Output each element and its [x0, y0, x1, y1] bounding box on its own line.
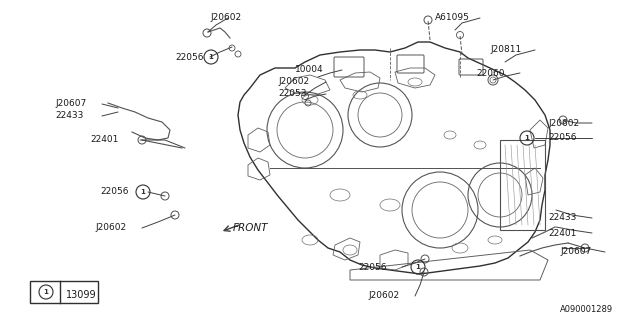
Text: J20602: J20602	[368, 292, 399, 300]
Text: 22053: 22053	[278, 90, 307, 99]
Text: 1: 1	[525, 135, 529, 141]
Text: 1: 1	[415, 264, 420, 270]
Bar	[30, 281, 98, 303]
Text: J20602: J20602	[278, 77, 309, 86]
Text: 22433: 22433	[55, 111, 83, 121]
Text: 22056: 22056	[100, 188, 129, 196]
Text: 22056: 22056	[175, 52, 204, 61]
Text: 1: 1	[209, 54, 213, 60]
Text: J20811: J20811	[490, 45, 521, 54]
Text: J20607: J20607	[560, 247, 591, 257]
Text: 10004: 10004	[295, 66, 324, 75]
Text: 22056: 22056	[548, 133, 577, 142]
Text: J20602: J20602	[210, 13, 241, 22]
Text: 22433: 22433	[548, 213, 577, 222]
Text: 22401: 22401	[548, 228, 577, 237]
Text: 1: 1	[44, 289, 49, 295]
Text: A61095: A61095	[435, 13, 470, 22]
Text: 22056: 22056	[358, 262, 387, 271]
Text: J20602: J20602	[95, 223, 126, 233]
Text: J20607: J20607	[55, 100, 86, 108]
Text: 22401: 22401	[90, 135, 118, 145]
Text: FRONT: FRONT	[233, 223, 269, 233]
Text: 22060: 22060	[476, 68, 504, 77]
Text: J20602: J20602	[548, 118, 579, 127]
Text: 1: 1	[141, 189, 145, 195]
Text: 13099: 13099	[66, 290, 97, 300]
Text: A090001289: A090001289	[560, 306, 613, 315]
